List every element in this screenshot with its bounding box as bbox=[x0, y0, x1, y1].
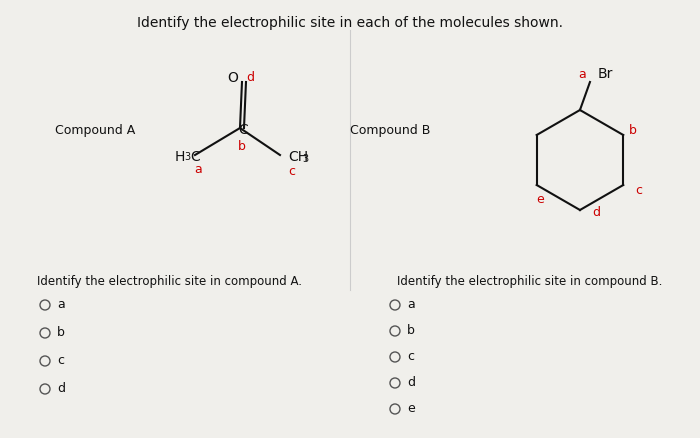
Text: c: c bbox=[636, 184, 643, 197]
Text: Identify the electrophilic site in compound A.: Identify the electrophilic site in compo… bbox=[38, 275, 302, 288]
Text: Compound B: Compound B bbox=[350, 124, 430, 137]
Text: b: b bbox=[238, 140, 246, 152]
Text: Compound A: Compound A bbox=[55, 124, 135, 137]
Text: a: a bbox=[578, 67, 586, 81]
Text: CH: CH bbox=[288, 150, 308, 164]
Text: a: a bbox=[407, 298, 414, 311]
Text: 3: 3 bbox=[302, 154, 308, 164]
Text: Identify the electrophilic site in each of the molecules shown.: Identify the electrophilic site in each … bbox=[137, 16, 563, 30]
Text: c: c bbox=[407, 350, 414, 364]
Text: e: e bbox=[407, 403, 414, 416]
Text: Br: Br bbox=[598, 67, 613, 81]
Text: 3: 3 bbox=[184, 152, 190, 162]
Text: a: a bbox=[57, 298, 64, 311]
Text: d: d bbox=[57, 382, 65, 396]
Text: c: c bbox=[288, 165, 295, 177]
Text: d: d bbox=[592, 205, 600, 219]
Text: Identify the electrophilic site in compound B.: Identify the electrophilic site in compo… bbox=[398, 275, 663, 288]
Text: d: d bbox=[407, 377, 415, 389]
Text: b: b bbox=[57, 326, 65, 339]
Text: O: O bbox=[228, 71, 239, 85]
Text: b: b bbox=[629, 124, 637, 137]
Text: c: c bbox=[57, 354, 64, 367]
Text: H: H bbox=[174, 150, 185, 164]
Text: e: e bbox=[536, 193, 543, 205]
Text: d: d bbox=[246, 71, 254, 84]
Text: C: C bbox=[238, 123, 248, 137]
Text: C: C bbox=[190, 150, 200, 164]
Text: a: a bbox=[194, 162, 202, 176]
Text: b: b bbox=[407, 325, 415, 338]
